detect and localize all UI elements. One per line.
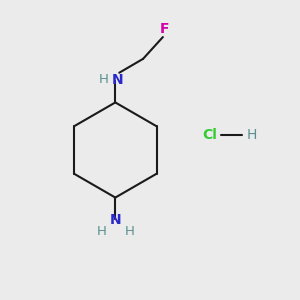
Text: F: F [160,22,170,36]
Text: H: H [247,128,257,142]
Text: H: H [98,73,108,86]
Text: H: H [124,225,134,238]
Text: Cl: Cl [202,128,217,142]
Text: H: H [97,225,106,238]
Text: N: N [112,73,123,87]
Text: N: N [110,213,121,227]
